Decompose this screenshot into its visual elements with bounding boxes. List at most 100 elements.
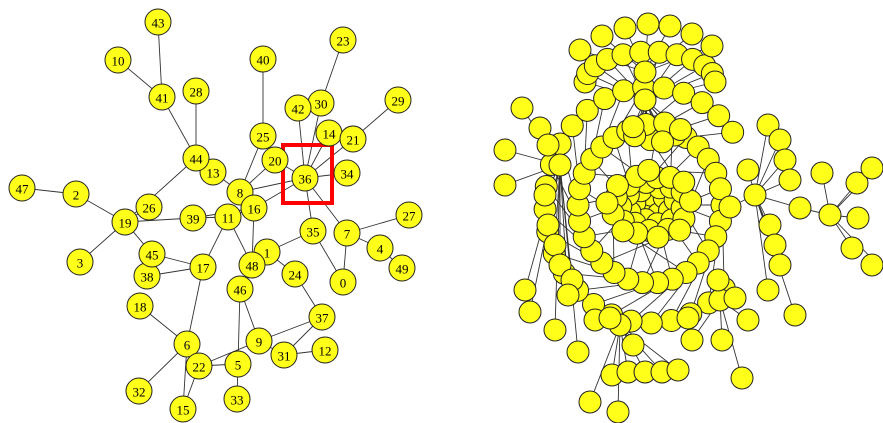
node-29: 29 [384, 86, 412, 114]
right-node [818, 203, 842, 227]
right-edge [589, 324, 621, 403]
node-22: 22 [185, 352, 213, 380]
right-node [743, 183, 767, 207]
right-node [730, 366, 754, 390]
right-node [668, 218, 692, 242]
node-circle [224, 350, 252, 378]
right-node [533, 183, 557, 207]
node-circle [126, 292, 154, 320]
node-21: 21 [339, 125, 367, 153]
node-label: 34 [341, 167, 355, 182]
node-2: 2 [62, 180, 90, 208]
node-label: 46 [234, 283, 248, 298]
right-node [690, 91, 714, 115]
right-node [840, 236, 864, 260]
node-label: 26 [143, 201, 157, 216]
right-node [595, 191, 619, 215]
right-node [756, 278, 780, 302]
node-label: 49 [396, 262, 409, 277]
right-node [633, 60, 657, 84]
node-circle [226, 275, 254, 303]
node-label: 4 [377, 242, 384, 257]
node-15: 15 [169, 395, 197, 423]
right-node [810, 161, 834, 185]
right-node [513, 278, 537, 302]
right-node [493, 138, 517, 162]
node-46: 46 [226, 275, 254, 303]
left-graph-nodes: 0123456789101112131415161718192021222324… [8, 8, 423, 423]
node-label: 37 [316, 311, 330, 326]
node-circle [182, 144, 210, 172]
node-label: 9 [256, 335, 263, 350]
node-circle [281, 260, 309, 288]
node-label: 5 [235, 358, 242, 373]
node-42: 42 [284, 94, 312, 122]
right-node [510, 96, 534, 120]
node-label: 17 [197, 261, 211, 276]
right-edge [754, 124, 769, 196]
node-circle [270, 341, 298, 369]
node-circle [135, 193, 163, 221]
right-node [707, 104, 731, 128]
right-node [708, 177, 732, 201]
right-node [636, 12, 660, 36]
right-node [605, 173, 629, 197]
node-label: 41 [156, 91, 169, 106]
right-node [666, 358, 690, 382]
node-circle [138, 240, 166, 268]
right-edge [754, 194, 769, 291]
node-circle [284, 94, 312, 122]
right-node [680, 22, 704, 46]
left-network-graph: 0123456789101112131415161718192021222324… [8, 8, 423, 423]
right-node [676, 306, 700, 330]
right-node [566, 340, 590, 364]
right-network-graph [493, 12, 883, 423]
node-26: 26 [135, 193, 163, 221]
node-label: 7 [344, 227, 351, 242]
node-9: 9 [245, 327, 273, 355]
node-label: 39 [187, 212, 200, 227]
node-30: 30 [307, 89, 335, 117]
node-circle [238, 251, 266, 279]
node-circle [169, 395, 197, 423]
right-node [568, 38, 592, 62]
node-19: 19 [111, 208, 139, 236]
node-circle [249, 122, 277, 150]
node-44: 44 [182, 144, 210, 172]
right-node [578, 390, 602, 414]
node-circle [366, 234, 394, 262]
right-node [612, 79, 636, 103]
node-38: 38 [133, 262, 161, 290]
node-label: 44 [190, 152, 204, 167]
node-label: 21 [347, 133, 360, 148]
right-node [672, 81, 696, 105]
right-node [768, 128, 792, 152]
node-label: 10 [112, 54, 125, 69]
node-label: 2 [73, 188, 80, 203]
node-label: 48 [246, 259, 259, 274]
right-node [672, 170, 696, 194]
node-0: 0 [329, 268, 357, 296]
node-37: 37 [308, 303, 336, 331]
node-35: 35 [299, 217, 327, 245]
right-node [680, 328, 704, 352]
node-circle [179, 204, 207, 232]
node-label: 20 [269, 154, 282, 169]
node-circle [329, 26, 357, 54]
node-circle [308, 303, 336, 331]
right-node [860, 156, 883, 180]
right-node [756, 113, 780, 137]
node-6: 6 [173, 330, 201, 358]
right-node [613, 16, 637, 40]
node-circle [104, 46, 132, 74]
node-circle [261, 146, 289, 174]
right-node [703, 70, 727, 94]
node-label: 1 [264, 246, 271, 261]
right-node [556, 283, 580, 307]
node-20: 20 [261, 146, 289, 174]
right-node [536, 133, 560, 157]
node-circle [245, 327, 273, 355]
right-node [718, 195, 742, 219]
right-node [646, 225, 670, 249]
